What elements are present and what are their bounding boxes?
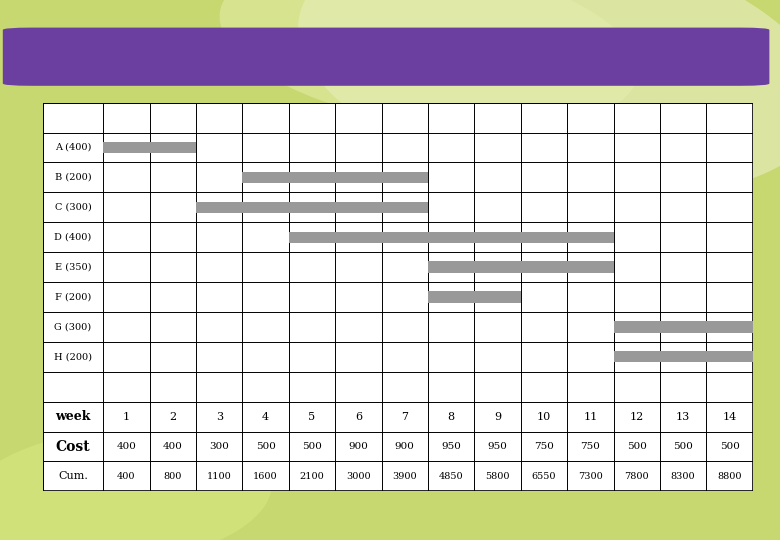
Text: 3: 3 (215, 411, 223, 422)
Text: 2: 2 (169, 411, 176, 422)
Text: (LS): (LS) (350, 43, 417, 70)
Text: 950: 950 (441, 442, 461, 451)
Text: A (400): A (400) (55, 143, 91, 152)
Text: 2100: 2100 (300, 472, 324, 481)
Text: E (350): E (350) (55, 262, 91, 272)
Text: G (300): G (300) (55, 322, 91, 332)
Text: 7300: 7300 (578, 472, 603, 481)
Text: 1: 1 (122, 411, 130, 422)
Text: 750: 750 (580, 442, 601, 451)
Text: 5: 5 (308, 411, 316, 422)
Text: 14: 14 (722, 411, 736, 422)
Text: Cost based on Time Scaled Network: Cost based on Time Scaled Network (0, 43, 343, 70)
Text: 500: 500 (673, 442, 693, 451)
Bar (289, 232, 614, 243)
Text: 6550: 6550 (532, 472, 556, 481)
Text: 8800: 8800 (718, 472, 742, 481)
Text: 500: 500 (627, 442, 647, 451)
Text: 1600: 1600 (254, 472, 278, 481)
Text: 500: 500 (256, 442, 275, 451)
Text: 400: 400 (117, 472, 136, 481)
Bar (428, 291, 521, 303)
Text: 5800: 5800 (485, 472, 510, 481)
Text: 4: 4 (262, 411, 269, 422)
Text: 9: 9 (494, 411, 501, 422)
Bar (196, 201, 428, 213)
Text: 8: 8 (448, 411, 455, 422)
Bar (614, 321, 753, 333)
Ellipse shape (298, 0, 780, 196)
Text: F (200): F (200) (55, 293, 91, 301)
Text: 900: 900 (395, 442, 415, 451)
Text: H (200): H (200) (54, 352, 92, 361)
Text: 400: 400 (163, 442, 183, 451)
Text: B (200): B (200) (55, 173, 91, 182)
Text: 4850: 4850 (439, 472, 463, 481)
Text: 900: 900 (349, 442, 368, 451)
Text: D (400): D (400) (55, 233, 92, 242)
Text: 7800: 7800 (625, 472, 649, 481)
Text: 8300: 8300 (671, 472, 696, 481)
Text: week: week (55, 410, 90, 423)
Text: 300: 300 (209, 442, 229, 451)
Text: 11: 11 (583, 411, 597, 422)
FancyBboxPatch shape (3, 28, 769, 86)
Text: 400: 400 (116, 442, 136, 451)
Text: 500: 500 (302, 442, 322, 451)
Bar (614, 351, 753, 362)
Text: Cost: Cost (55, 440, 90, 454)
Ellipse shape (0, 428, 271, 540)
Text: 3000: 3000 (346, 472, 370, 481)
Ellipse shape (220, 0, 638, 130)
Text: 7: 7 (401, 411, 408, 422)
Text: 800: 800 (164, 472, 182, 481)
Bar (243, 172, 428, 183)
Text: 500: 500 (720, 442, 739, 451)
Bar (103, 142, 196, 153)
Text: 10: 10 (537, 411, 551, 422)
Text: 3900: 3900 (392, 472, 417, 481)
Text: 1100: 1100 (207, 472, 232, 481)
Text: 6: 6 (355, 411, 362, 422)
Text: C (300): C (300) (55, 203, 91, 212)
Text: 12: 12 (629, 411, 644, 422)
Text: 750: 750 (534, 442, 554, 451)
Text: 950: 950 (488, 442, 508, 451)
Bar (428, 261, 614, 273)
Text: Cum.: Cum. (58, 471, 88, 482)
Text: 13: 13 (676, 411, 690, 422)
